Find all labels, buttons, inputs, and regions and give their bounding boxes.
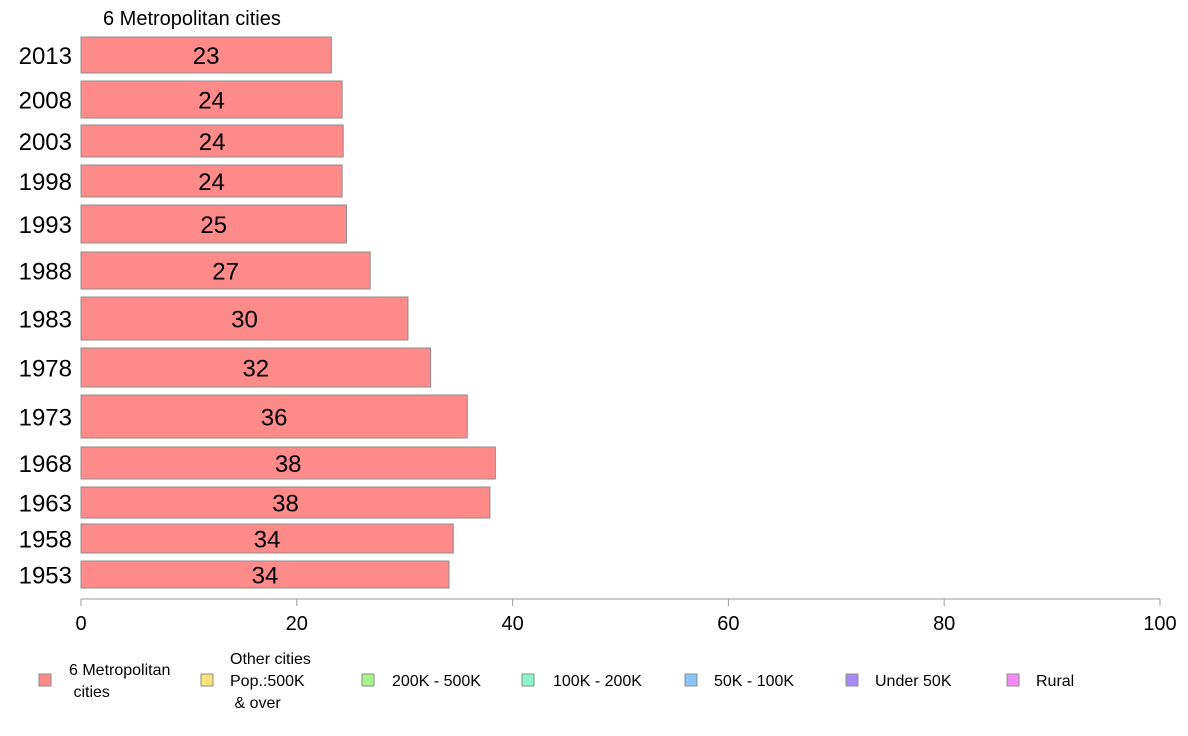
year-label: 1983 <box>19 307 72 334</box>
legend-label: Other cities Pop.:500K & over <box>230 651 311 712</box>
bar-value-label: 25 <box>200 212 227 239</box>
legend-label: 200K - 500K <box>392 673 481 690</box>
legend-item[interactable]: 50K - 100K <box>684 673 794 690</box>
chart-title: 6 Metropolitan cities <box>103 8 281 30</box>
bar <box>80 446 496 480</box>
bar-value-label: 30 <box>231 307 258 334</box>
year-label: 1963 <box>19 491 72 518</box>
bar-value-label: 34 <box>254 527 281 554</box>
year-label: 1993 <box>19 212 72 239</box>
year-label: 1978 <box>19 356 72 383</box>
legend-swatch <box>38 673 52 687</box>
legend-swatch <box>200 673 214 687</box>
bar-value-label: 24 <box>199 129 226 156</box>
legend-item[interactable]: 6 Metropolitan cities <box>38 662 170 701</box>
bar <box>80 347 432 388</box>
legend-label: 50K - 100K <box>714 673 794 690</box>
bar-value-label: 23 <box>193 43 220 70</box>
legend-label: 100K - 200K <box>553 673 642 690</box>
bar <box>80 523 454 554</box>
legend-swatch <box>361 673 375 687</box>
legend-item[interactable]: Under 50K <box>845 673 952 690</box>
legend-item[interactable]: 200K - 500K <box>361 673 481 690</box>
legend-item[interactable]: 100K - 200K <box>521 673 642 690</box>
year-label: 2008 <box>19 88 72 115</box>
year-label: 2003 <box>19 129 72 156</box>
legend-swatch <box>1006 673 1020 687</box>
bar <box>80 36 332 74</box>
bar <box>80 164 343 198</box>
bar-value-label: 24 <box>198 169 225 196</box>
x-tick-label: 20 <box>286 613 308 635</box>
bar <box>80 560 450 589</box>
legend-label: Under 50K <box>875 673 952 690</box>
legend-swatch <box>521 673 535 687</box>
year-label: 1958 <box>19 527 72 554</box>
bar <box>80 204 347 244</box>
legend-swatch <box>684 673 698 687</box>
legend-swatch <box>845 673 859 687</box>
x-axis: 0 20 40 60 80 100 <box>75 598 1177 635</box>
bar-value-label: 32 <box>242 356 269 383</box>
legend-label: 6 Metropolitan cities <box>69 662 170 701</box>
year-label: 1998 <box>19 169 72 196</box>
bar <box>80 296 409 341</box>
bar <box>80 80 343 119</box>
year-label: 1953 <box>19 563 72 590</box>
year-label: 1973 <box>19 405 72 432</box>
bar-value-label: 38 <box>275 451 302 478</box>
x-tick-label: 0 <box>75 613 86 635</box>
bar-value-label: 34 <box>252 563 279 590</box>
bar-value-label: 27 <box>212 259 239 286</box>
year-label: 1968 <box>19 451 72 478</box>
legend-item[interactable]: Rural <box>1006 673 1074 690</box>
x-tick-label: 60 <box>717 613 739 635</box>
bar <box>80 394 468 439</box>
bar-value-label: 24 <box>198 88 225 115</box>
x-tick-label: 100 <box>1143 613 1176 635</box>
legend-label: Rural <box>1036 673 1074 690</box>
year-label: 1988 <box>19 259 72 286</box>
bar-value-label: 36 <box>261 405 288 432</box>
bar <box>80 486 491 519</box>
bar <box>80 124 344 158</box>
legend[interactable]: 6 Metropolitan cities Other cities Pop.:50… <box>38 651 1074 712</box>
bars-group: 2013 23 2008 24 2003 24 1998 24 1993 25 1988 27 1983… <box>19 36 496 590</box>
x-tick-label: 40 <box>501 613 523 635</box>
bar-value-label: 38 <box>272 491 299 518</box>
legend-item[interactable]: Other cities Pop.:500K & over <box>200 651 311 712</box>
year-label: 2013 <box>19 43 72 70</box>
x-tick-label: 80 <box>933 613 955 635</box>
bar <box>80 251 371 290</box>
